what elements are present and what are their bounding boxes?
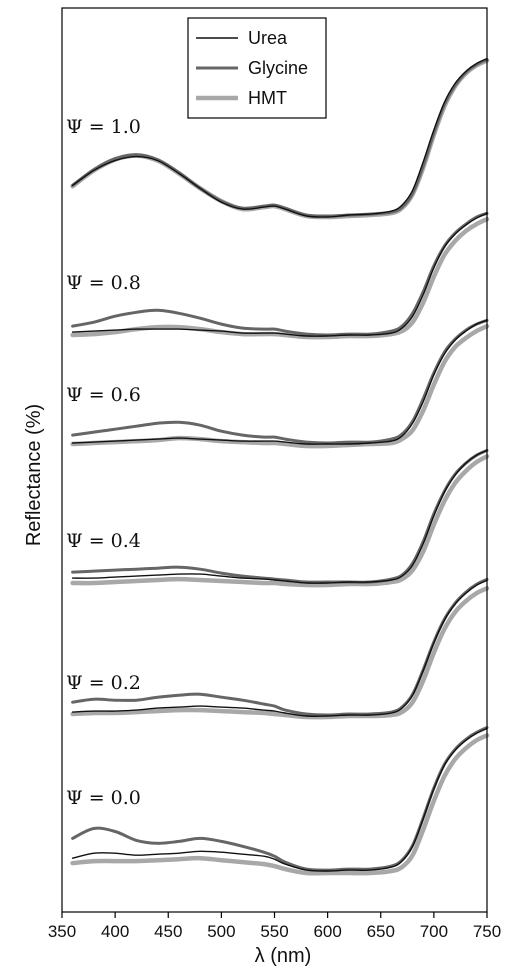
legend-label-glycine: Glycine bbox=[248, 58, 308, 78]
series-line-hmt-1 bbox=[70, 216, 490, 340]
group-label-5: Ψ = 0.0 bbox=[66, 787, 141, 809]
group-label-0: Ψ = 1.0 bbox=[66, 116, 141, 138]
series-line-urea-3 bbox=[71, 449, 488, 584]
x-tick-label-6: 650 bbox=[367, 922, 395, 941]
series-line-urea-4 bbox=[71, 579, 488, 717]
series-line-glycine-4 bbox=[71, 577, 489, 717]
plot-frame bbox=[61, 7, 488, 913]
series-line-hmt-3 bbox=[70, 454, 490, 588]
spectra-group-2: Ψ = 0.6 bbox=[66, 318, 490, 449]
group-label-3: Ψ = 0.4 bbox=[66, 530, 141, 552]
series-line-hmt-5 bbox=[70, 733, 490, 876]
group-label-1: Ψ = 0.8 bbox=[66, 272, 141, 294]
y-axis-title: Reflectance (%) bbox=[23, 404, 45, 546]
series-line-hmt-4 bbox=[70, 586, 490, 720]
group-label-2: Ψ = 0.6 bbox=[66, 384, 141, 406]
legend-label-hmt: HMT bbox=[248, 88, 287, 108]
legend-label-urea: Urea bbox=[248, 28, 288, 48]
spectra-group-3: Ψ = 0.4 bbox=[66, 448, 490, 588]
legend: Urea Glycine HMT bbox=[187, 17, 327, 119]
spectra-group-4: Ψ = 0.2 bbox=[66, 577, 490, 720]
x-tick-label-4: 550 bbox=[260, 922, 288, 941]
x-tick-label-3: 500 bbox=[207, 922, 235, 941]
spectra-group-0: Ψ = 1.0 bbox=[66, 57, 490, 220]
x-tick-label-0: 350 bbox=[48, 922, 76, 941]
axes: 350 400 450 500 550 600 650 700 750 bbox=[48, 7, 501, 941]
series-line-urea-2 bbox=[71, 319, 488, 445]
series-line-urea-0 bbox=[71, 57, 488, 218]
series-line-glycine-2 bbox=[71, 318, 489, 445]
spectra-group-5: Ψ = 0.0 bbox=[66, 726, 490, 876]
x-axis-title: λ (nm) bbox=[255, 945, 312, 967]
series-line-glycine-0 bbox=[71, 58, 489, 218]
series-line-glycine-3 bbox=[71, 448, 489, 584]
x-tick-label-8: 750 bbox=[473, 922, 501, 941]
x-tick-label-5: 600 bbox=[313, 922, 341, 941]
series-line-urea-1 bbox=[71, 212, 488, 337]
x-tick-label-1: 400 bbox=[101, 922, 129, 941]
series-line-hmt-2 bbox=[70, 323, 490, 449]
x-tick-label-2: 450 bbox=[154, 922, 182, 941]
group-label-4: Ψ = 0.2 bbox=[66, 672, 141, 694]
x-tick-label-7: 700 bbox=[420, 922, 448, 941]
series-line-urea-5 bbox=[71, 727, 488, 872]
spectra-group-1: Ψ = 0.8 bbox=[66, 211, 490, 340]
plot-area: Ψ = 1.0 Ψ = 0.8 Ψ = 0.6 Ψ = 0.4 Ψ = 0.2 Ψ = 0… bbox=[66, 57, 490, 876]
